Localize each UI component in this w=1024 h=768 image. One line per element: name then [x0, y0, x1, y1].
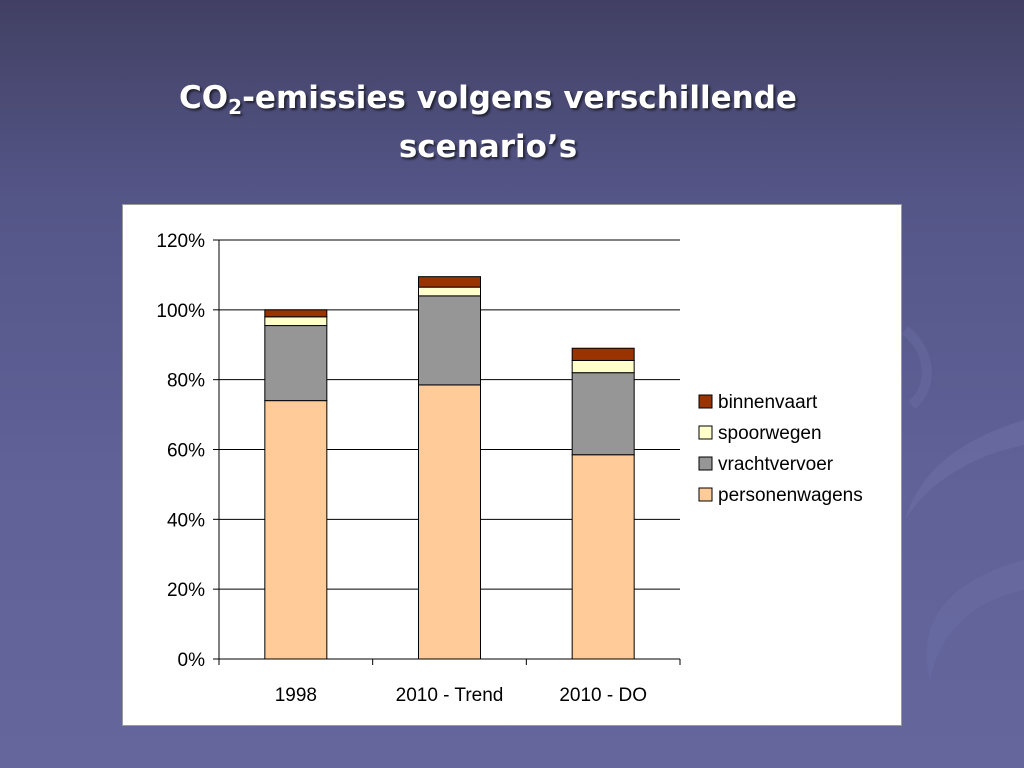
- y-tick-label: 20%: [167, 580, 205, 601]
- bar-personenwagens: [264, 400, 328, 660]
- legend-swatch: [698, 456, 713, 471]
- legend-label: vrachtvervoer: [718, 454, 834, 475]
- bar-vrachtvervoer: [264, 325, 328, 402]
- slide-title: CO2-emissies volgens verschillende scena…: [179, 80, 797, 165]
- legend-swatch: [698, 487, 713, 502]
- y-tick-label: 60%: [167, 441, 205, 462]
- x-tick-label: 2010 - DO: [559, 685, 647, 706]
- bar-vrachtvervoer: [571, 372, 635, 456]
- y-tick-label: 100%: [156, 301, 205, 322]
- bar-spoorwegen: [418, 286, 481, 297]
- bar-personenwagens: [571, 454, 635, 660]
- legend-label: personenwagens: [718, 485, 863, 506]
- bar-vrachtvervoer: [418, 295, 481, 386]
- y-tick-label: 120%: [156, 231, 205, 252]
- y-tick-label: 0%: [178, 650, 206, 671]
- bar-binnenvaart: [264, 309, 328, 318]
- legend-swatch: [698, 394, 713, 409]
- bar-binnenvaart: [571, 347, 635, 361]
- chart-panel: 0% 20% 40% 60% 80% 100% 120% 1998 2010 - Trend 20…: [122, 204, 902, 726]
- stacked-bar-chart: 0% 20% 40% 60% 80% 100% 120% 1998 2010 - Trend 20…: [156, 231, 863, 706]
- bar-spoorwegen: [571, 359, 635, 374]
- bar-spoorwegen: [264, 316, 328, 327]
- y-tick-label: 40%: [167, 510, 205, 531]
- x-tick-label: 2010 - Trend: [396, 685, 504, 706]
- bar-personenwagens: [418, 384, 481, 660]
- legend-swatch: [698, 425, 713, 440]
- bar-binnenvaart: [418, 276, 481, 288]
- y-tick-label: 80%: [167, 371, 205, 392]
- legend-label: spoorwegen: [718, 423, 822, 444]
- legend-label: binnenvaart: [718, 392, 818, 413]
- x-tick-label: 1998: [275, 685, 317, 706]
